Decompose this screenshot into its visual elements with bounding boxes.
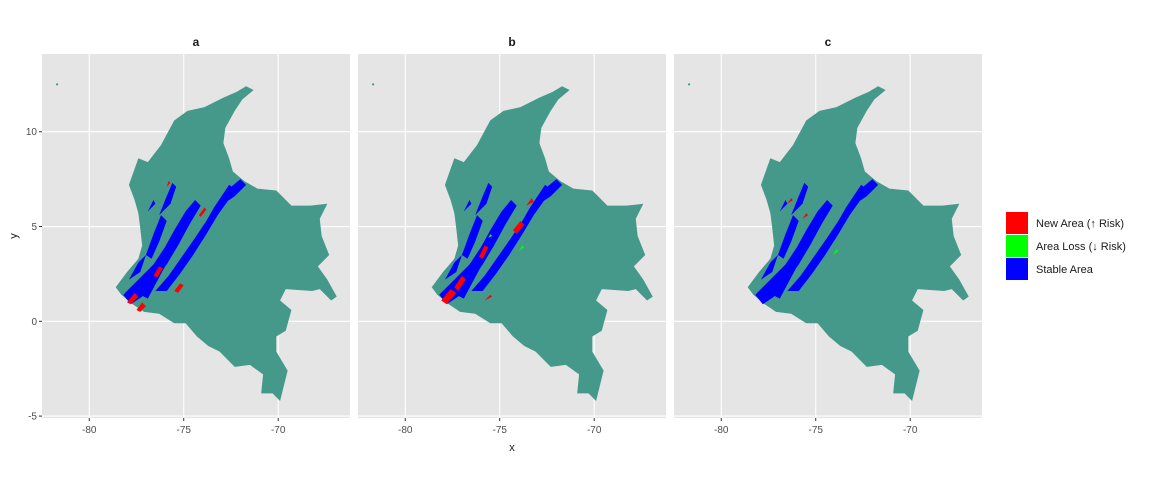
legend-label: New Area (↑ Risk) <box>1036 218 1124 230</box>
map-layer <box>55 83 337 401</box>
legend-swatch <box>1006 235 1028 257</box>
x-tick-label: -75 <box>176 425 191 436</box>
panel-title-c: c <box>825 35 832 49</box>
y-axis-title: y <box>8 233 20 239</box>
legend-label: Stable Area <box>1036 264 1094 276</box>
map-layer <box>687 83 969 401</box>
legend-label: Area Loss (↓ Risk) <box>1036 241 1126 253</box>
x-tick-label: -70 <box>271 425 286 436</box>
y-tick-label: -5 <box>28 412 37 423</box>
panel-title-a: a <box>193 35 200 49</box>
y-tick-label: 10 <box>26 127 38 138</box>
island-dot <box>55 83 59 86</box>
y-tick-label: 0 <box>31 317 37 328</box>
island-dot <box>371 83 375 86</box>
panel-a: a -80 -75 -70 <box>42 35 350 436</box>
x-tick-label: -75 <box>808 425 823 436</box>
island-dot <box>687 83 691 86</box>
panel-b: b -80 -75 -70 <box>358 35 666 436</box>
legend-swatch <box>1006 212 1028 234</box>
x-tick-label: -80 <box>714 425 729 436</box>
x-axis-title: x <box>509 442 515 454</box>
panel-title-b: b <box>508 35 515 49</box>
x-tick-label: -80 <box>82 425 97 436</box>
x-tick-label: -70 <box>587 425 602 436</box>
x-tick-label: -80 <box>398 425 413 436</box>
panel-c: c -80 -75 -70 <box>674 35 982 436</box>
map-layer <box>371 83 653 401</box>
legend-swatch <box>1006 258 1028 280</box>
x-tick-label: -70 <box>903 425 918 436</box>
x-tick-label: -75 <box>492 425 507 436</box>
legend: New Area (↑ Risk) Area Loss (↓ Risk) Stabl… <box>1006 212 1126 280</box>
y-tick-label: 5 <box>31 222 37 233</box>
